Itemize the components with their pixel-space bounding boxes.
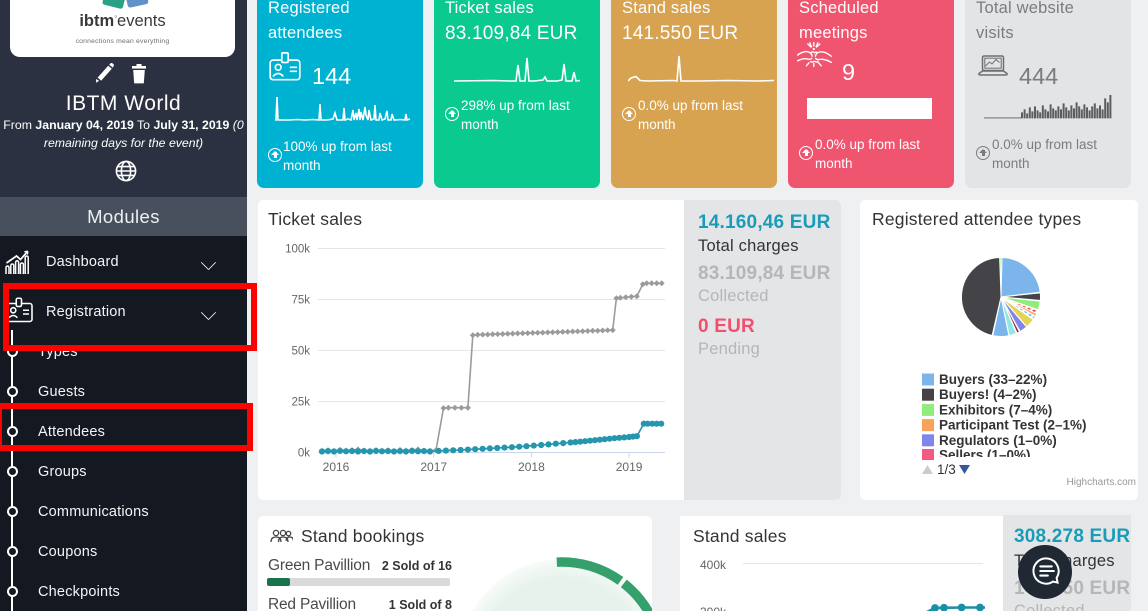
svg-text:25k: 25k: [291, 397, 310, 409]
svg-text:Buyers (33–22%): Buyers (33–22%): [939, 372, 1047, 387]
svg-text:Buyers! (4–2%): Buyers! (4–2%): [939, 387, 1037, 402]
svg-text:Highcharts.com: Highcharts.com: [1067, 477, 1136, 488]
svg-text:Sellers (1–0%): Sellers (1–0%): [939, 448, 1031, 463]
svg-text:2019: 2019: [616, 460, 643, 474]
svg-text:Participant Test (2–1%): Participant Test (2–1%): [939, 418, 1087, 433]
svg-text:0k: 0k: [298, 448, 310, 460]
svg-text:2016: 2016: [323, 460, 350, 474]
svg-text:2018: 2018: [518, 460, 545, 474]
svg-text:1/3: 1/3: [937, 462, 956, 477]
svg-text:100k: 100k: [285, 244, 310, 256]
svg-text:Exhibitors (7–4%): Exhibitors (7–4%): [939, 402, 1052, 417]
svg-text:2017: 2017: [420, 460, 447, 474]
svg-text:Regulators (1–0%): Regulators (1–0%): [939, 433, 1057, 448]
svg-text:75k: 75k: [291, 295, 310, 307]
svg-text:50k: 50k: [291, 346, 310, 358]
